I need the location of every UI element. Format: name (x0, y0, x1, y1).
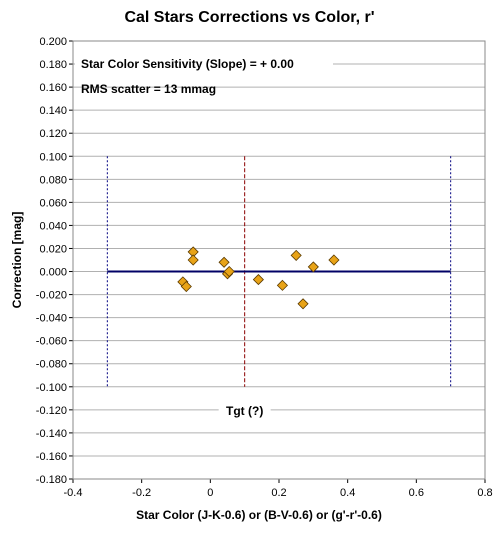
x-tick-label: -0.2 (132, 487, 151, 499)
y-tick-label: -0.040 (36, 313, 67, 325)
data-point (328, 254, 340, 266)
target-label: Tgt (?) (226, 404, 263, 418)
data-point (297, 298, 309, 310)
data-point (252, 274, 264, 286)
x-tick-label: -0.4 (64, 487, 83, 499)
y-tick-label: -0.140 (36, 428, 67, 440)
data-point (307, 261, 319, 273)
data-point (180, 280, 192, 293)
data-point (218, 256, 230, 268)
y-tick-label: 0.100 (39, 151, 67, 163)
y-tick-label: 0.060 (39, 197, 67, 209)
rms-annotation: RMS scatter = 13 mmag (81, 82, 216, 96)
y-tick-label: 0.180 (39, 59, 67, 71)
y-tick-label: -0.020 (36, 290, 67, 302)
x-tick-label: 0 (207, 487, 213, 499)
y-tick-label: 0.020 (39, 243, 67, 255)
y-tick-label: -0.180 (36, 474, 67, 486)
y-tick-label: -0.100 (36, 382, 67, 394)
y-tick-label: -0.120 (36, 405, 67, 417)
y-tick-label: 0.080 (39, 174, 67, 186)
y-tick-label: 0.140 (39, 105, 67, 117)
chart-title: Cal Stars Corrections vs Color, r' (124, 9, 375, 26)
plot-area-border (72, 40, 486, 480)
y-tick-label: -0.060 (36, 336, 67, 348)
y-tick-label: 0.200 (39, 36, 67, 48)
data-point (290, 249, 302, 261)
x-axis-title: Star Color (J-K-0.6) or (B-V-0.6) or (g'… (136, 508, 382, 522)
y-tick-label: 0.000 (39, 267, 67, 279)
x-tick-label: 0.2 (271, 487, 286, 499)
x-tick-label: 0.4 (340, 487, 355, 499)
y-tick-label: -0.080 (36, 359, 67, 371)
x-tick-label: 0.6 (409, 487, 424, 499)
data-point (276, 279, 288, 291)
data-point (187, 254, 199, 266)
slope-annotation: Star Color Sensitivity (Slope) = + 0.00 (81, 57, 294, 71)
data-point (223, 265, 235, 278)
y-axis-title: Correction [mag] (10, 212, 24, 309)
target-label-box (218, 403, 271, 420)
y-tick-label: 0.160 (39, 82, 67, 94)
x-tick-label: 0.8 (477, 487, 492, 499)
annotation-box (75, 42, 333, 83)
y-tick-label: 0.120 (39, 128, 67, 140)
y-tick-label: 0.040 (39, 220, 67, 232)
y-tick-label: -0.160 (36, 451, 67, 463)
